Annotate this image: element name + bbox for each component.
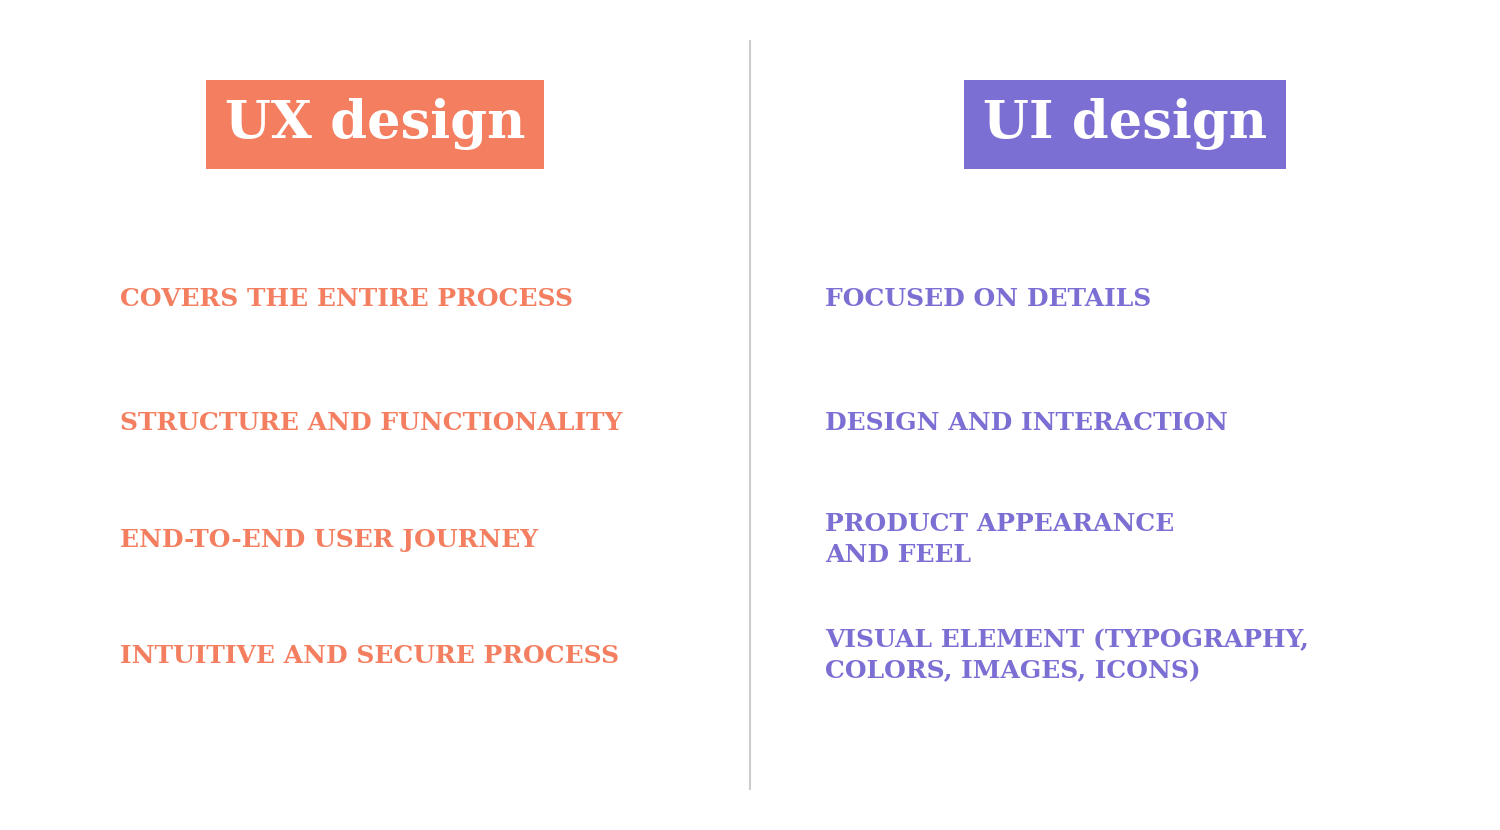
Text: COVERS THE ENTIRE PROCESS: COVERS THE ENTIRE PROCESS [120, 287, 573, 310]
Text: END-TO-END USER JOURNEY: END-TO-END USER JOURNEY [120, 528, 538, 551]
Text: VISUAL ELEMENT (TYPOGRAPHY,
COLORS, IMAGES, ICONS): VISUAL ELEMENT (TYPOGRAPHY, COLORS, IMAG… [825, 628, 1308, 683]
Text: INTUITIVE AND SECURE PROCESS: INTUITIVE AND SECURE PROCESS [120, 644, 620, 667]
Text: UI design: UI design [982, 99, 1268, 150]
Text: DESIGN AND INTERACTION: DESIGN AND INTERACTION [825, 412, 1228, 435]
Text: PRODUCT APPEARANCE
AND FEEL: PRODUCT APPEARANCE AND FEEL [825, 512, 1174, 567]
Text: STRUCTURE AND FUNCTIONALITY: STRUCTURE AND FUNCTIONALITY [120, 412, 622, 435]
Text: UX design: UX design [225, 99, 525, 150]
Text: FOCUSED ON DETAILS: FOCUSED ON DETAILS [825, 287, 1152, 310]
